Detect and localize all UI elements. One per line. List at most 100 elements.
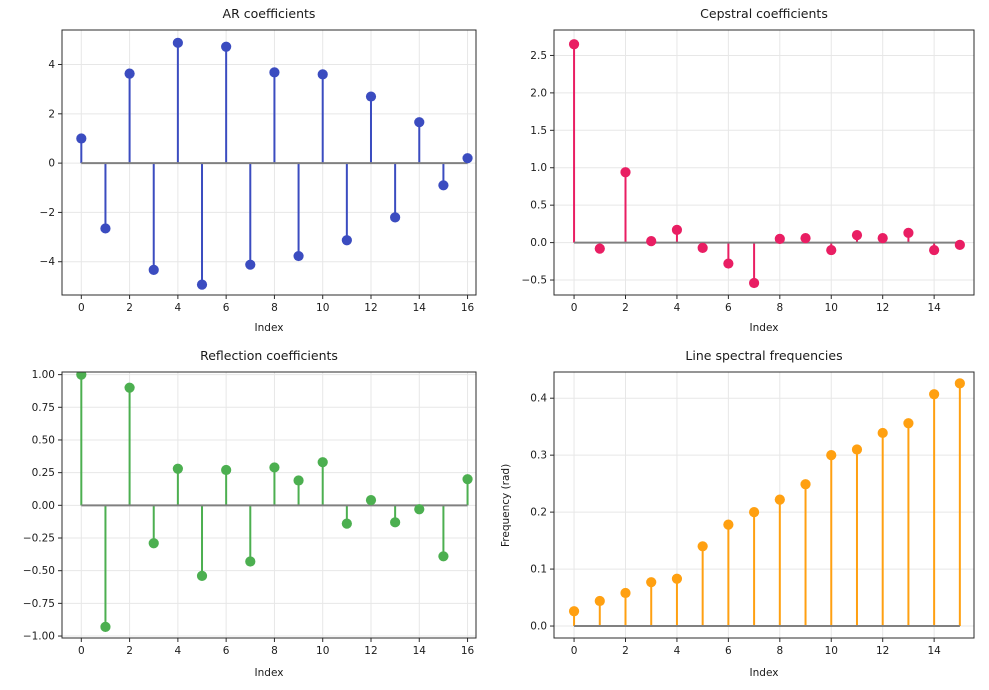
axes-frame xyxy=(553,29,975,296)
stem-marker xyxy=(293,250,304,262)
stem-marker xyxy=(929,389,940,400)
y-tick-label: 1.00 xyxy=(32,369,55,381)
subplot-line-spectral-frequencies: 0 2 4 6 8 10 12 14 0.0 0.1 0.2 0.3 0.4 Line spectral… xyxy=(494,345,989,690)
subplot-reflection-coefficients: 0 2 4 6 8 10 12 14 16 −1.00 −0.75 −0.50 −0.25 0.00 0.2… xyxy=(0,345,494,690)
stem-marker xyxy=(671,224,683,235)
x-tick-label: 0 xyxy=(571,302,578,314)
x-tick-label: 8 xyxy=(271,302,278,314)
x-tick-label: 2 xyxy=(126,645,133,657)
x-axis-label: Index xyxy=(749,322,779,334)
stem-marker xyxy=(954,239,965,250)
x-tick-label: 16 xyxy=(461,645,475,657)
stem-marker xyxy=(620,167,631,178)
x-tick-label: 0 xyxy=(78,302,85,314)
stem-marker xyxy=(748,277,760,289)
stem-marker xyxy=(269,67,280,78)
y-tick-label: 0.4 xyxy=(530,393,547,405)
y-tick-label: 0.1 xyxy=(530,564,547,576)
axes-frame xyxy=(553,371,975,639)
stem-marker xyxy=(646,236,657,247)
stem-marker xyxy=(594,595,605,607)
stem-marker xyxy=(221,464,232,476)
stem-marker xyxy=(100,621,111,632)
y-tick-label: −0.5 xyxy=(522,275,548,287)
subplot-cepstral-coefficients: 0 2 4 6 8 10 12 14 −0.5 0.0 0.5 1.0 1.5 2.0 2.5 Cepstr… xyxy=(494,0,989,345)
tick-labels: 0 2 4 6 8 10 12 14 0.0 0.1 0.2 0.3 0.4 xyxy=(530,393,941,657)
stem-series xyxy=(568,39,965,289)
x-tick-label: 4 xyxy=(674,645,681,657)
stem-series xyxy=(76,372,473,632)
x-axis-label: Index xyxy=(254,322,284,334)
stem-series xyxy=(568,378,965,628)
stem-marker xyxy=(697,541,708,552)
grid xyxy=(554,30,974,295)
x-tick-label: 10 xyxy=(316,645,329,657)
y-tick-label: 0.2 xyxy=(530,507,547,519)
stem-marker xyxy=(76,372,87,380)
x-tick-label: 0 xyxy=(78,645,85,657)
x-tick-label: 12 xyxy=(364,302,377,314)
stem-marker xyxy=(124,382,135,393)
x-tick-label: 14 xyxy=(413,645,427,657)
stem-plot-canvas-reflection: 0 2 4 6 8 10 12 14 16 −1.00 −0.75 −0.50 −0.25 0.00 0.2… xyxy=(23,369,477,657)
stem-marker xyxy=(462,474,473,485)
y-tick-label: 0.00 xyxy=(32,500,55,512)
stem-marker xyxy=(568,606,580,617)
stem-marker xyxy=(800,479,811,490)
stem-marker xyxy=(148,538,159,549)
stem-marker xyxy=(851,230,863,241)
subplot-ar-coefficients: 0 2 4 6 8 10 12 14 16 −4 −2 0 2 4 AR coefficients Ind… xyxy=(0,0,494,345)
x-tick-label: 8 xyxy=(776,645,783,657)
y-tick-label: 0 xyxy=(48,158,55,170)
stem-marker xyxy=(723,519,734,530)
stem-marker xyxy=(341,235,352,246)
x-tick-label: 8 xyxy=(271,645,278,657)
stem-series xyxy=(76,37,473,290)
x-tick-label: 2 xyxy=(126,302,133,314)
y-tick-label: −4 xyxy=(40,256,56,268)
stem-marker xyxy=(341,518,352,529)
stem-marker xyxy=(903,418,914,429)
stem-marker xyxy=(929,244,940,256)
y-tick-label: −0.75 xyxy=(23,598,55,610)
x-tick-label: 6 xyxy=(725,302,732,314)
stem-marker xyxy=(269,462,280,473)
plot-title: Reflection coefficients xyxy=(200,348,338,363)
stem-marker xyxy=(774,494,785,505)
x-tick-label: 14 xyxy=(927,302,941,314)
y-axis-label: Frequency (rad) xyxy=(500,463,512,547)
tick-labels: 0 2 4 6 8 10 12 14 −0.5 0.0 0.5 1.0 1.5 2.0 2.5 xyxy=(522,50,942,314)
stem-marker xyxy=(317,69,328,80)
y-tick-label: −0.50 xyxy=(23,565,55,577)
x-tick-label: 6 xyxy=(725,645,732,657)
x-tick-label: 10 xyxy=(825,302,838,314)
stem-marker xyxy=(697,242,708,253)
y-tick-label: 0.0 xyxy=(530,237,547,249)
x-tick-label: 12 xyxy=(876,645,889,657)
y-tick-label: 1.5 xyxy=(530,125,547,137)
ticks xyxy=(58,64,469,299)
x-tick-label: 16 xyxy=(461,302,475,314)
plot-title: AR coefficients xyxy=(222,6,316,21)
stem-marker xyxy=(245,259,256,270)
x-tick-label: 4 xyxy=(674,302,681,314)
stem-marker xyxy=(620,587,631,599)
stem-marker xyxy=(196,570,208,582)
stem-marker xyxy=(124,68,135,79)
y-tick-label: 2 xyxy=(48,108,55,120)
stem-marker xyxy=(723,258,734,269)
stem-marker xyxy=(196,279,208,290)
stem-marker xyxy=(100,223,111,234)
grid xyxy=(554,372,974,638)
y-tick-label: −0.25 xyxy=(23,533,55,545)
stem-marker xyxy=(365,91,377,102)
stem-marker xyxy=(221,41,232,52)
stem-marker xyxy=(877,233,888,244)
x-axis-label: Index xyxy=(254,667,284,679)
x-tick-label: 4 xyxy=(175,302,182,314)
stem-marker xyxy=(903,227,914,238)
stem-marker xyxy=(800,233,811,244)
x-tick-label: 8 xyxy=(776,302,783,314)
stem-marker xyxy=(774,233,785,244)
